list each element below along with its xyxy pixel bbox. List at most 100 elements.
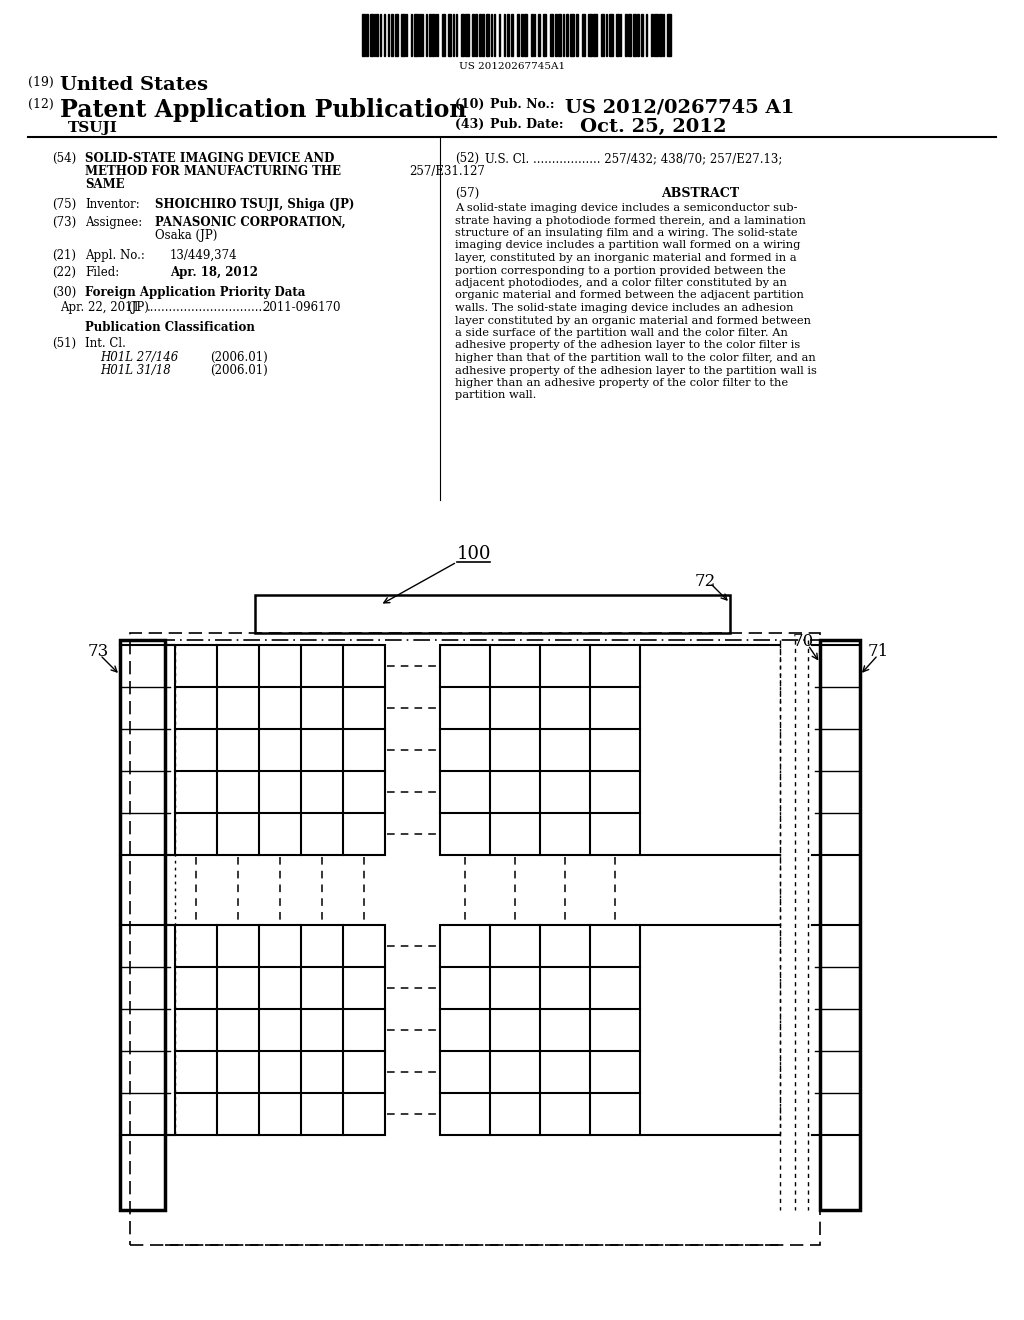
Bar	[362, 15, 365, 55]
Text: (JP): (JP)	[127, 301, 148, 314]
Text: ................................: ................................	[147, 301, 267, 314]
Text: adhesive property of the adhesion layer to the partition wall is: adhesive property of the adhesion layer …	[455, 366, 817, 375]
Bar	[654, 15, 658, 55]
Bar	[538, 15, 540, 55]
Bar	[593, 15, 597, 55]
Bar	[570, 15, 574, 55]
Bar	[175, 925, 385, 1135]
Bar	[479, 15, 481, 55]
Bar	[130, 634, 820, 1245]
Text: a side surface of the partition wall and the color filter. An: a side surface of the partition wall and…	[455, 327, 787, 338]
Bar	[521, 15, 523, 55]
Text: (30): (30)	[52, 286, 76, 300]
Bar	[475, 15, 477, 55]
Text: US 2012/0267745 A1: US 2012/0267745 A1	[565, 98, 795, 116]
Text: 100: 100	[457, 545, 492, 564]
Text: Foreign Application Priority Data: Foreign Application Priority Data	[85, 286, 305, 300]
Text: H01L 31/18: H01L 31/18	[100, 364, 171, 378]
Text: (73): (73)	[52, 216, 76, 228]
Text: 70: 70	[793, 634, 814, 649]
Text: (10): (10)	[455, 98, 488, 111]
Text: 2011-096170: 2011-096170	[262, 301, 341, 314]
Text: PANASONIC CORPORATION,: PANASONIC CORPORATION,	[155, 216, 346, 228]
Text: (12): (12)	[28, 98, 57, 111]
Text: 71: 71	[868, 643, 889, 660]
Text: 72: 72	[695, 573, 716, 590]
Text: (51): (51)	[52, 337, 76, 350]
Text: SHOICHIRO TSUJI, Shiga (JP): SHOICHIRO TSUJI, Shiga (JP)	[155, 198, 354, 211]
Text: 73: 73	[88, 643, 110, 660]
Bar	[616, 15, 618, 55]
Bar	[442, 15, 445, 55]
Bar	[524, 15, 527, 55]
Text: structure of an insulating film and a wiring. The solid-state: structure of an insulating film and a wi…	[455, 228, 798, 238]
Text: U.S. Cl. .................. 257/432; 438/70; 257/E27.13;: U.S. Cl. .................. 257/432; 438…	[485, 152, 782, 165]
Bar	[482, 15, 484, 55]
Text: layer constituted by an organic material and formed between: layer constituted by an organic material…	[455, 315, 811, 326]
Bar	[550, 15, 553, 55]
Text: (21): (21)	[52, 249, 76, 261]
Text: (2006.01): (2006.01)	[210, 351, 267, 364]
Bar	[633, 15, 636, 55]
Text: Assignee:: Assignee:	[85, 216, 142, 228]
Text: (75): (75)	[52, 198, 76, 211]
Bar	[472, 15, 474, 55]
Bar	[255, 595, 730, 634]
Text: ABSTRACT: ABSTRACT	[660, 187, 739, 201]
Bar	[531, 15, 534, 55]
Bar	[659, 15, 662, 55]
Bar	[575, 15, 578, 55]
Text: portion corresponding to a portion provided between the: portion corresponding to a portion provi…	[455, 265, 785, 276]
Bar	[461, 15, 464, 55]
Text: (52): (52)	[455, 152, 479, 165]
Text: Filed:: Filed:	[85, 267, 119, 279]
Text: United States: United States	[60, 77, 208, 94]
Text: (19): (19)	[28, 77, 57, 88]
Bar	[175, 645, 385, 855]
Text: SAME: SAME	[85, 178, 125, 191]
Bar	[543, 15, 546, 55]
Bar	[376, 15, 378, 55]
Text: layer, constituted by an inorganic material and formed in a: layer, constituted by an inorganic mater…	[455, 253, 797, 263]
Bar	[465, 15, 469, 55]
Text: adhesive property of the adhesion layer to the color filter is: adhesive property of the adhesion layer …	[455, 341, 800, 351]
Bar	[582, 15, 585, 55]
Text: 257/E31.127: 257/E31.127	[410, 165, 485, 178]
Bar	[517, 15, 519, 55]
Text: SOLID-STATE IMAGING DEVICE AND: SOLID-STATE IMAGING DEVICE AND	[85, 152, 335, 165]
Text: (57): (57)	[455, 187, 479, 201]
Text: METHOD FOR MANUFACTURING THE: METHOD FOR MANUFACTURING THE	[85, 165, 341, 178]
Bar	[641, 15, 643, 55]
Bar	[419, 15, 421, 55]
Bar	[588, 15, 592, 55]
Bar	[667, 15, 671, 55]
Text: adjacent photodiodes, and a color filter constituted by an: adjacent photodiodes, and a color filter…	[455, 279, 786, 288]
Bar	[558, 15, 561, 55]
Text: H01L 27/146: H01L 27/146	[100, 351, 178, 364]
Text: partition wall.: partition wall.	[455, 391, 537, 400]
Bar	[511, 15, 513, 55]
Bar	[486, 15, 489, 55]
Bar	[401, 15, 406, 55]
Bar	[440, 645, 640, 855]
Text: higher than an adhesive property of the color filter to the: higher than an adhesive property of the …	[455, 378, 788, 388]
Bar	[414, 15, 418, 55]
Bar	[609, 15, 613, 55]
Bar	[628, 15, 631, 55]
Bar	[366, 15, 368, 55]
Bar	[601, 15, 604, 55]
Text: higher than that of the partition wall to the color filter, and an: higher than that of the partition wall t…	[455, 352, 816, 363]
Text: Apr. 18, 2012: Apr. 18, 2012	[170, 267, 258, 279]
Bar	[120, 640, 165, 1210]
Text: Patent Application Publication: Patent Application Publication	[60, 98, 467, 121]
Text: Inventor:: Inventor:	[85, 198, 139, 211]
Text: A solid-state imaging device includes a semiconductor sub-: A solid-state imaging device includes a …	[455, 203, 798, 213]
Text: walls. The solid-state imaging device includes an adhesion: walls. The solid-state imaging device in…	[455, 304, 794, 313]
Text: (2006.01): (2006.01)	[210, 364, 267, 378]
Bar	[637, 15, 639, 55]
Text: Oct. 25, 2012: Oct. 25, 2012	[580, 117, 726, 136]
Bar	[507, 15, 509, 55]
Text: Publication Classification: Publication Classification	[85, 321, 255, 334]
Bar	[820, 640, 860, 1210]
Text: Osaka (JP): Osaka (JP)	[155, 228, 217, 242]
